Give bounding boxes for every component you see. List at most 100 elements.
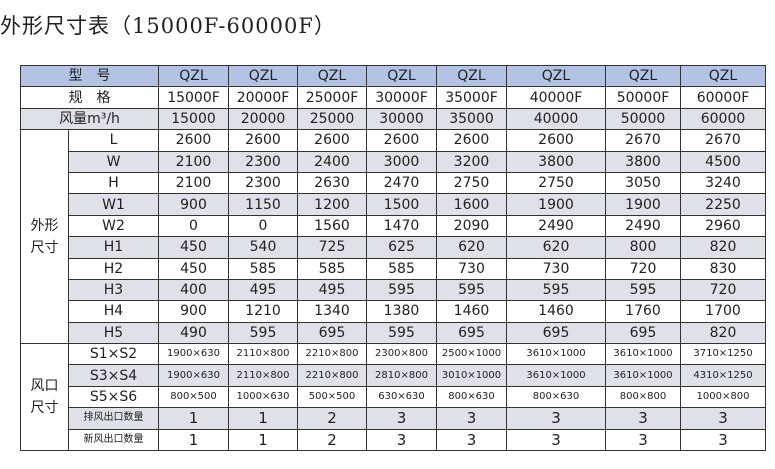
dim-value: 0 <box>158 214 229 238</box>
dim-value: 730 <box>436 257 507 280</box>
table-row: 新风出口数量 1 1 2 3 3 3 3 3 <box>21 428 766 452</box>
outlet-value: 3610×1000 <box>506 343 606 366</box>
dim-value: 450 <box>158 236 229 259</box>
table-row: 型 号 QZL QZL QZL QZL QZL QZL QZL QZL <box>20 64 766 88</box>
outlet-value: 2500×1000 <box>436 343 507 366</box>
model-cell: QZL <box>506 64 606 88</box>
spec-cell: 25000F <box>297 86 367 109</box>
dim-value: 2100 <box>158 150 229 173</box>
table-row: S5×S6 800×500 1000×630 500×500 630×630 800×63… <box>21 385 766 409</box>
outlet-value: 1 <box>228 407 298 430</box>
outlet-label: S3×S4 <box>68 364 159 387</box>
airflow-cell: 20000 <box>228 107 298 131</box>
dim-value: 2470 <box>366 171 437 195</box>
spec-cell: 30000F <box>366 86 437 109</box>
dim-value: 620 <box>436 236 507 259</box>
dim-value: 2630 <box>297 171 367 195</box>
dim-label: W <box>68 150 159 173</box>
dim-value: 820 <box>680 236 766 259</box>
dim-value: 1700 <box>680 300 766 323</box>
table-row: H 2100 2300 2630 2470 2750 2750 3050 3240 <box>21 171 766 195</box>
dim-value: 595 <box>366 278 437 302</box>
outlet-label: S1×S2 <box>68 343 159 366</box>
dim-value: 1900 <box>506 193 606 216</box>
spec-cell: 35000F <box>436 86 507 109</box>
table-row: 风口尺寸 S1×S2 1900×630 2110×800 2210×800 2300×80… <box>20 343 766 452</box>
outlet-value: 3 <box>506 428 606 452</box>
outlet-value: 2210×800 <box>297 343 367 366</box>
dim-value: 695 <box>506 321 606 345</box>
dim-value: 1470 <box>366 214 437 238</box>
dim-value: 1460 <box>506 300 606 323</box>
table-row: W 2100 2300 2400 3000 3200 3800 3800 4500 <box>21 150 766 173</box>
dim-label: L <box>68 129 159 152</box>
outlet-value: 2110×800 <box>228 343 298 366</box>
dim-value: 1150 <box>228 193 298 216</box>
outlet-value: 2 <box>297 428 367 452</box>
airflow-cell: 25000 <box>297 107 367 131</box>
dim-value: 2490 <box>506 214 606 238</box>
outlet-value: 3 <box>680 407 766 430</box>
dim-value: 2600 <box>228 129 298 152</box>
outlet-value: 1000×800 <box>680 385 766 409</box>
dim-value: 2600 <box>506 129 606 152</box>
dim-value: 3050 <box>605 171 681 195</box>
dim-label: H5 <box>68 321 159 345</box>
spec-header: 规 格 <box>20 86 159 109</box>
dim-value: 900 <box>158 193 229 216</box>
table-row: H3 400 495 495 595 595 595 595 720 <box>21 278 766 302</box>
spec-cell: 40000F <box>506 86 606 109</box>
outlet-value: 1 <box>158 428 229 452</box>
dim-label: H3 <box>68 278 159 302</box>
model-cell: QZL <box>297 64 367 88</box>
airflow-cell: 35000 <box>436 107 507 131</box>
dim-value: 3240 <box>680 171 766 195</box>
dim-value: 2670 <box>605 129 681 152</box>
spec-cell: 20000F <box>228 86 298 109</box>
dim-value: 2750 <box>506 171 606 195</box>
dim-value: 695 <box>605 321 681 345</box>
dim-label: H4 <box>68 300 159 323</box>
outlet-label: 排风出口数量 <box>68 407 159 430</box>
dim-value: 400 <box>158 278 229 302</box>
dim-value: 595 <box>605 278 681 302</box>
dim-value: 1380 <box>366 300 437 323</box>
model-cell: QZL <box>158 64 229 88</box>
dim-group-label: 外形尺寸 <box>20 129 69 345</box>
dim-value: 2300 <box>228 171 298 195</box>
table-row: H2 450 585 585 585 730 730 720 830 <box>21 257 766 280</box>
dim-value: 2100 <box>158 171 229 195</box>
outlet-value: 2 <box>297 407 367 430</box>
dim-value: 900 <box>158 300 229 323</box>
dim-value: 2300 <box>228 150 298 173</box>
table-row: W1 900 1150 1200 1500 1600 1900 1900 2250 <box>21 193 766 216</box>
outlet-group-label-text: 风口尺寸 <box>30 378 59 417</box>
model-cell: QZL <box>436 64 507 88</box>
table-row: 排风出口数量 1 1 2 3 3 3 3 3 <box>21 407 766 430</box>
dim-value: 2600 <box>297 129 367 152</box>
dim-label: W1 <box>68 193 159 216</box>
dim-value: 595 <box>506 278 606 302</box>
dim-value: 3800 <box>506 150 606 173</box>
outlet-value: 1 <box>228 428 298 452</box>
table-body: 型 号 QZL QZL QZL QZL QZL QZL QZL QZL 规 格 15000F 2000… <box>20 64 766 452</box>
dim-value: 4500 <box>680 150 766 173</box>
model-cell: QZL <box>605 64 681 88</box>
outlet-value: 1900×630 <box>158 343 229 366</box>
outlet-value: 800×500 <box>158 385 229 409</box>
model-cell: QZL <box>366 64 437 88</box>
dim-value: 800 <box>605 236 681 259</box>
dim-value: 540 <box>228 236 298 259</box>
dim-value: 725 <box>297 236 367 259</box>
outlet-value: 3 <box>680 428 766 452</box>
outlet-value: 3010×1000 <box>436 364 507 387</box>
dim-value: 1900 <box>605 193 681 216</box>
spec-cell: 60000F <box>680 86 766 109</box>
dim-label: H <box>68 171 159 195</box>
dim-value: 1210 <box>228 300 298 323</box>
dim-value: 1340 <box>297 300 367 323</box>
spec-cell: 15000F <box>158 86 229 109</box>
outlet-value: 2210×800 <box>297 364 367 387</box>
dim-group-label-text: 外形尺寸 <box>30 217 59 256</box>
outlet-value: 1 <box>158 407 229 430</box>
